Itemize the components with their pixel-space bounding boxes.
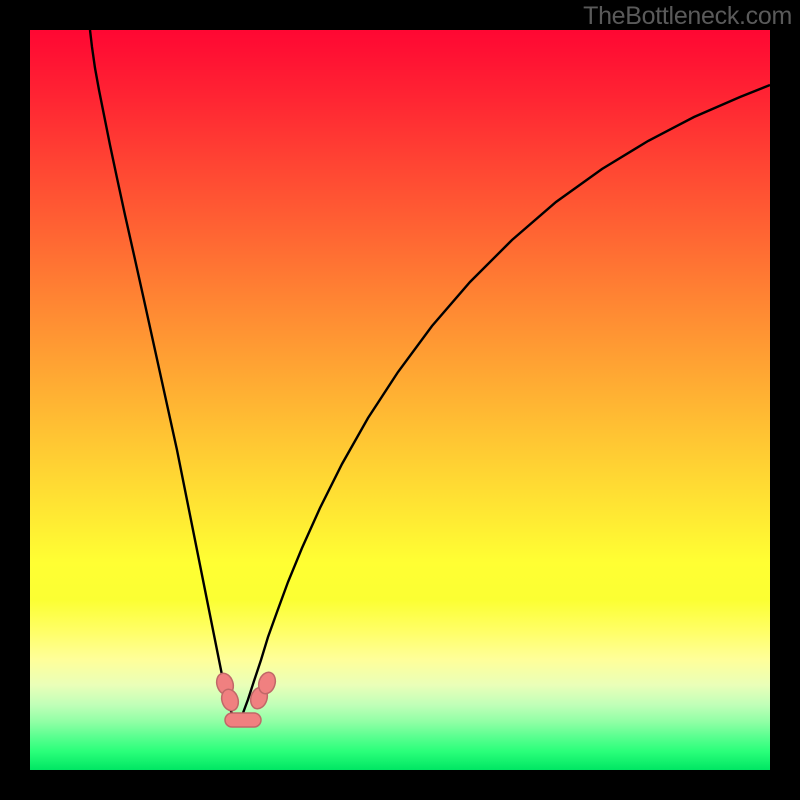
bottleneck-chart (0, 0, 800, 800)
chart-container: TheBottleneck.com (0, 0, 800, 800)
plot-background (30, 30, 770, 770)
curve-marker-pill (225, 713, 261, 727)
watermark-text: TheBottleneck.com (583, 2, 792, 31)
